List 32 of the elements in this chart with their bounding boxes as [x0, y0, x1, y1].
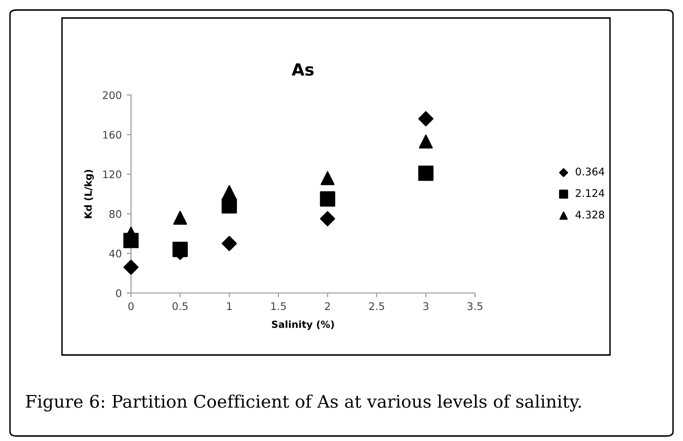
y-axis-title: Kd (L/kg) [84, 170, 94, 218]
point [320, 171, 335, 186]
point [418, 111, 434, 126]
legend-label: 4.328 [576, 210, 604, 219]
y-tick-label: 80 [109, 210, 122, 218]
x-tick-label: 2.5 [369, 302, 384, 310]
point [222, 198, 237, 214]
point [320, 191, 336, 207]
x-axis-title: Salinity (%) [272, 320, 334, 330]
x-tick-label: 2 [325, 302, 330, 310]
x-tick-label: 0.5 [172, 302, 188, 310]
point [173, 210, 188, 225]
x-tick-label: 1 [227, 302, 232, 310]
point [320, 211, 336, 226]
x-tick-label: 0 [128, 302, 134, 310]
y-tick-label: 120 [103, 170, 122, 178]
legend-label: 0.364 [576, 168, 604, 176]
y-tick-label: 0 [116, 289, 122, 298]
point [123, 260, 139, 275]
y-tick-label: 160 [103, 130, 122, 139]
legend-label: 2.124 [576, 189, 604, 197]
chart-title: As [292, 63, 314, 76]
point [123, 232, 139, 248]
caption: Figure 6: Partition Coefficient of As at various levels of salinity. [26, 394, 581, 412]
y-tick-label: 40 [109, 250, 122, 258]
x-tick-label: 3.5 [468, 302, 482, 310]
x-tick-label: 3 [423, 302, 428, 310]
point [222, 236, 237, 252]
x-tick-label: 1.5 [271, 302, 286, 310]
y-tick-label: 200 [102, 91, 122, 100]
point [418, 134, 433, 148]
point [418, 166, 434, 181]
